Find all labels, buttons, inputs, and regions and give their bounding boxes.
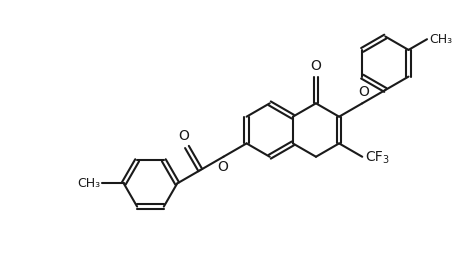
Text: O: O	[311, 59, 322, 73]
Text: CH₃: CH₃	[429, 33, 452, 46]
Text: CF: CF	[365, 150, 383, 164]
Text: O: O	[179, 129, 190, 143]
Text: CH₃: CH₃	[77, 177, 100, 190]
Text: 3: 3	[382, 155, 388, 165]
Text: O: O	[217, 160, 228, 174]
Text: O: O	[358, 85, 369, 99]
